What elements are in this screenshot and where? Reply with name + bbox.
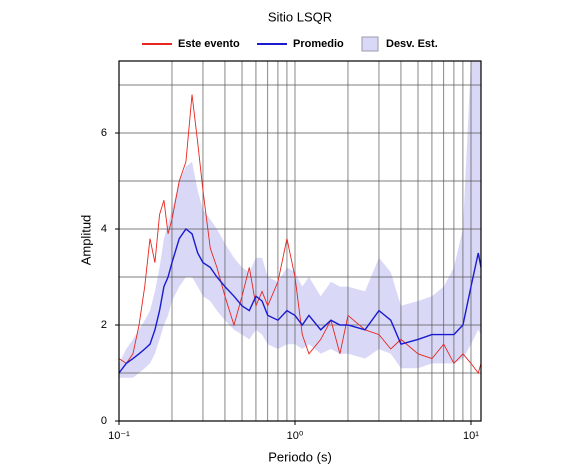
x-axis-label: Periodo (s)	[268, 449, 332, 464]
y-tick-label: 0	[101, 415, 107, 427]
std-band	[119, 61, 481, 378]
series-line	[118, 227, 482, 374]
legend-label: Este evento	[178, 38, 240, 50]
y-tick-label: 2	[101, 319, 107, 331]
chart-title: Sitio LSQR	[268, 9, 332, 24]
y-tick-label: 4	[101, 223, 107, 235]
y-axis-label: Amplitud	[78, 215, 93, 266]
legend-swatch	[361, 36, 379, 52]
x-tick-label: 10⁻¹	[108, 430, 130, 442]
legend-label: Desv. Est.	[386, 38, 438, 50]
x-tick-label: 10⁰	[287, 430, 304, 442]
x-tick-label: 10¹	[463, 430, 479, 442]
plot-frame	[118, 60, 482, 422]
y-tick-label: 6	[101, 127, 107, 139]
legend-label: Promedio	[293, 38, 344, 50]
